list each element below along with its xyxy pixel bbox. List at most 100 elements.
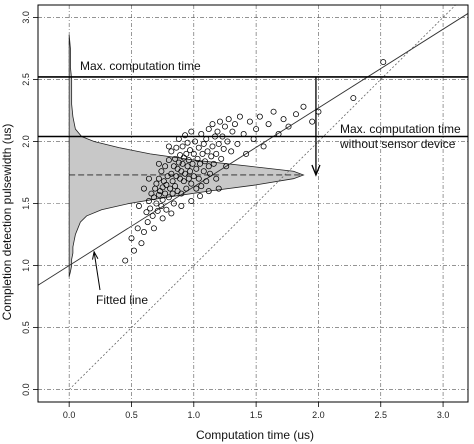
- data-point: [285, 123, 292, 130]
- data-point: [265, 121, 272, 128]
- data-point: [178, 190, 185, 197]
- data-point: [172, 155, 179, 162]
- data-point: [170, 200, 177, 207]
- data-point: [380, 59, 387, 66]
- data-point: [228, 148, 235, 155]
- data-point: [198, 183, 205, 190]
- data-point: [180, 178, 187, 185]
- data-point: [203, 136, 210, 142]
- data-point: [155, 191, 162, 198]
- x-axis-label: Computation time (us): [196, 428, 314, 442]
- data-point: [187, 147, 194, 154]
- data-point: [183, 150, 190, 157]
- data-point: [190, 150, 197, 157]
- data-point: [195, 144, 202, 151]
- data-point: [185, 157, 192, 164]
- x-tick-label: 2.0: [312, 410, 325, 420]
- data-point: [223, 163, 230, 170]
- data-point: [215, 185, 222, 192]
- data-point: [193, 185, 200, 192]
- data-point: [218, 155, 225, 162]
- data-point: [203, 178, 210, 185]
- data-point: [221, 123, 228, 130]
- data-point: [182, 132, 189, 139]
- data-point: [260, 143, 267, 150]
- data-point: [140, 229, 147, 236]
- data-point: [179, 160, 186, 167]
- data-point: [145, 198, 152, 204]
- data-point: [175, 136, 182, 142]
- data-point: [219, 133, 226, 140]
- data-point: [144, 219, 151, 226]
- data-point: [158, 203, 165, 209]
- fitted-line-pointer: [93, 251, 101, 291]
- y-tick-label: 0.0: [21, 383, 31, 396]
- annotations: Max. computation time Max. computation t…: [80, 59, 461, 307]
- histogram-density: [68, 34, 305, 277]
- data-point: [153, 200, 160, 207]
- data-point: [213, 150, 220, 157]
- data-point: [165, 157, 172, 164]
- data-point: [234, 140, 241, 147]
- x-tick-label: 0.0: [63, 410, 76, 420]
- y-tick-label: 3.0: [21, 11, 31, 24]
- data-point: [240, 131, 247, 137]
- data-point: [159, 196, 166, 203]
- data-point: [128, 235, 135, 242]
- data-point: [188, 198, 195, 204]
- data-point: [169, 190, 176, 197]
- data-point: [135, 203, 142, 209]
- data-point: [193, 165, 200, 172]
- x-tick-label: 3.0: [437, 410, 450, 420]
- data-point: [134, 225, 141, 232]
- data-point: [163, 181, 170, 188]
- data-point: [175, 159, 182, 166]
- data-point: [154, 207, 161, 214]
- data-point: [210, 160, 217, 167]
- data-point: [202, 158, 208, 165]
- y-tick-label: 0.5: [21, 321, 31, 334]
- data-point: [224, 138, 231, 145]
- y-axis-label: Completion detection pulsewidth (us): [0, 124, 14, 321]
- data-point: [165, 143, 172, 150]
- scatter-points: [122, 59, 387, 264]
- data-point: [246, 118, 253, 125]
- data-point: [143, 209, 150, 216]
- annotation-fitted-line: Fitted line: [96, 293, 148, 307]
- data-point: [350, 95, 357, 102]
- data-point: [205, 126, 212, 133]
- data-point: [167, 185, 174, 192]
- fitted-line: [37, 13, 469, 286]
- x-tick-label: 1.5: [250, 410, 263, 420]
- data-point: [293, 111, 299, 118]
- data-point: [209, 143, 216, 150]
- arrow-head: [311, 164, 321, 177]
- data-point: [214, 128, 221, 135]
- annotation-without-sensor-line1: Max. computation time: [340, 122, 461, 136]
- data-point: [205, 163, 212, 170]
- data-point: [280, 116, 287, 123]
- data-point: [220, 145, 227, 152]
- data-point: [300, 103, 307, 110]
- data-point: [155, 160, 162, 167]
- data-point: [189, 160, 196, 167]
- data-point: [162, 190, 169, 197]
- data-point: [207, 170, 213, 177]
- data-point: [215, 140, 222, 147]
- data-point: [195, 175, 202, 182]
- data-point: [130, 247, 137, 254]
- x-tick-label: 1.0: [188, 410, 201, 420]
- data-point: [256, 113, 263, 120]
- data-point: [165, 194, 172, 201]
- data-point: [163, 206, 170, 213]
- data-point: [140, 185, 147, 192]
- data-point: [250, 136, 257, 142]
- data-point: [177, 152, 184, 159]
- data-point: [192, 138, 199, 145]
- data-point: [253, 126, 260, 133]
- data-point: [236, 113, 243, 120]
- axes: 0.0 0.0 0.5 0.5 1.0 1.0 1.5 1.5 2.0 2.0 2.5 2.5 3.0 3…: [21, 4, 469, 420]
- data-point: [147, 205, 154, 212]
- data-point: [209, 121, 216, 128]
